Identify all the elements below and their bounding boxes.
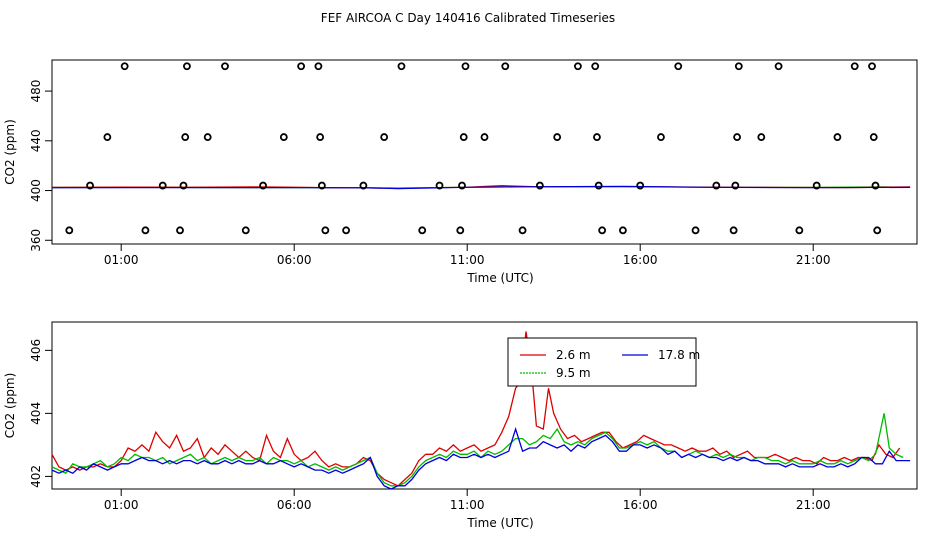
panel-2-plot-frame — [51, 321, 918, 490]
panel-1-x-axis-label: Time (UTC) — [466, 271, 533, 285]
panel-1-calibration-point — [397, 62, 406, 71]
panel-1-y-tick-label: 400 — [29, 179, 43, 202]
panel-1-calibration-point — [459, 133, 468, 141]
panel-2-series-line-2 — [51, 413, 904, 487]
panel-2-x-axis-label: Time (UTC) — [466, 516, 533, 530]
panel-1-calibration-point — [259, 181, 267, 190]
panel-1-calibration-point — [812, 181, 821, 190]
panel-1-calibration-point — [317, 181, 326, 190]
panel-1-plot-frame — [51, 59, 918, 245]
panel-1-y-tick-label: 480 — [29, 80, 43, 103]
panel-1-calibration-point — [120, 62, 129, 71]
panel-1-calibration-point — [342, 226, 351, 235]
panel-1-calibration-point — [241, 226, 250, 235]
panel-2-x-tick-label: 01:00 — [104, 498, 139, 512]
panel-1-calibration-point — [598, 226, 607, 235]
panel-1-calibration-point — [316, 133, 325, 141]
panel-1-calibration-point — [518, 226, 527, 235]
panel-1-calibration-point — [158, 181, 167, 190]
panel-1-calibration-point — [480, 133, 489, 141]
panel-2-x-tick-label: 21:00 — [796, 498, 831, 512]
panel-1-calibration-point — [674, 62, 683, 71]
panel-1-calibration-point — [871, 181, 880, 190]
panel-2-y-tick-label: 406 — [29, 339, 43, 362]
panel-1-x-tick-label: 16:00 — [623, 253, 658, 267]
panel-1-calibration-point — [636, 181, 645, 190]
panel-1-calibration-point — [380, 133, 389, 141]
panel-1-calibration-point — [869, 133, 878, 141]
panel-1-calibration-point — [729, 226, 738, 235]
panel-1-calibration-point — [594, 181, 603, 190]
panel-1-calibration-point — [203, 133, 212, 141]
panel-1-calibration-point — [733, 133, 741, 141]
panel-1-calibration-point — [458, 181, 466, 190]
panel-1-calibration-point — [221, 62, 229, 71]
panel-1-calibration-point — [435, 181, 444, 190]
panel-1-calibration-point — [297, 62, 306, 71]
panel-1-calibration-point — [553, 133, 562, 141]
panel-1-calibration-point — [774, 62, 783, 71]
panel-1-calibration-point — [591, 62, 600, 71]
panel-1-calibration-point — [359, 181, 368, 190]
panel-2-legend-label-2: 9.5 m — [556, 366, 591, 380]
panel-1-calibration-point — [712, 181, 721, 190]
panel-1-calibration-point — [574, 62, 582, 71]
panel-1-calibration-point — [535, 181, 544, 190]
panel-1-calibration-point — [734, 62, 743, 71]
chart-title: FEF AIRCOA C Day 140416 Calibrated Times… — [321, 11, 615, 25]
panel-1-calibration-point — [86, 181, 94, 190]
panel-1-calibration-point — [731, 181, 740, 190]
panel-1-y-axis-label: CO2 (ppm) — [3, 119, 17, 185]
panel-1-calibration-point — [181, 133, 190, 141]
panel-1-calibration-point — [65, 226, 74, 235]
panel-1-x-tick-label: 11:00 — [450, 253, 485, 267]
panel-1-x-tick-label: 21:00 — [796, 253, 831, 267]
panel-1-y-tick-label: 440 — [29, 129, 43, 152]
panel-1-series-line-3 — [51, 185, 911, 190]
panel-1-calibration-point — [873, 226, 882, 235]
panel-1-x-tick-label: 01:00 — [104, 253, 139, 267]
panel-2-y-axis-label: CO2 (ppm) — [3, 373, 17, 439]
panel-1-calibration-point — [657, 133, 665, 141]
panel-1-calibration-point — [691, 226, 700, 235]
panel-2-y-tick-label: 404 — [29, 402, 43, 425]
panel-1-calibration-point — [103, 133, 112, 141]
panel-1-calibration-point — [179, 181, 188, 190]
panel-1-calibration-point — [183, 62, 191, 71]
panel-1-calibration-point — [619, 226, 627, 235]
panel-1-calibration-point — [850, 62, 859, 71]
panel-1-calibration-point — [321, 226, 330, 235]
panel-2-series-line-3 — [51, 426, 911, 490]
panel-2-legend-label-1: 2.6 m — [556, 348, 591, 362]
panel-1-calibration-point — [593, 133, 601, 141]
panel-1-calibration-point — [418, 226, 427, 235]
panel-1-calibration-point — [456, 226, 465, 235]
panel-1-calibration-point — [833, 133, 842, 141]
panel-1-calibration-point — [279, 133, 288, 141]
panel-2-legend-label-3: 17.8 m — [658, 348, 700, 362]
panel-1-calibration-point — [757, 133, 766, 141]
panel-1-calibration-point — [176, 226, 184, 235]
panel-2-x-tick-label: 16:00 — [623, 498, 658, 512]
panel-2-y-tick-label: 402 — [29, 465, 43, 488]
panel-1-x-tick-label: 06:00 — [277, 253, 312, 267]
panel-2-legend-box — [507, 337, 697, 387]
panel-1-calibration-point — [795, 226, 804, 235]
panel-2-x-tick-label: 06:00 — [277, 498, 312, 512]
panel-1-calibration-point — [314, 62, 323, 71]
panel-2-x-tick-label: 11:00 — [450, 498, 485, 512]
panel-1-calibration-point — [868, 62, 876, 71]
panel-1-calibration-point — [501, 62, 510, 71]
panel-1-calibration-point — [141, 226, 150, 235]
panel-1-y-tick-label: 360 — [29, 229, 43, 252]
panel-1-calibration-point — [461, 62, 470, 71]
